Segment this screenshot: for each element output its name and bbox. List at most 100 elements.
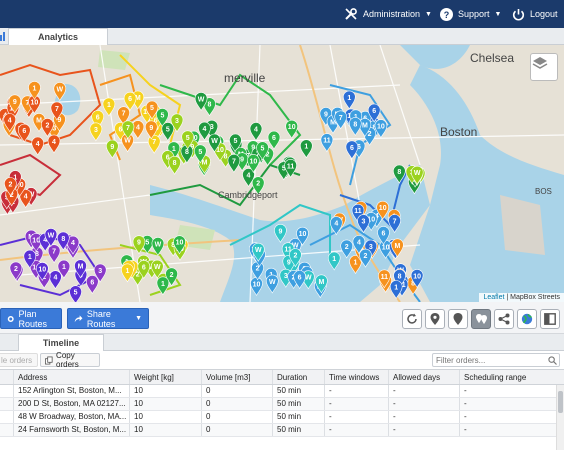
stop-marker[interactable]: W xyxy=(265,274,279,294)
stop-marker[interactable]: 1 xyxy=(342,90,356,110)
stop-marker[interactable]: 6 xyxy=(267,130,281,150)
column-header-duration[interactable]: Duration xyxy=(273,370,325,384)
stop-marker[interactable]: 6 xyxy=(377,226,390,246)
share-network-button[interactable] xyxy=(494,309,514,329)
multi-pin-button[interactable] xyxy=(471,309,491,329)
stop-markers[interactable]: 4W1147M34411M49297410W165W41011115226109… xyxy=(0,81,426,302)
stop-marker[interactable]: 2 xyxy=(4,177,17,197)
stop-marker[interactable]: 7 xyxy=(117,106,130,126)
table-row[interactable]: 200 D St, Boston, MA 02127... 10 0 50 mi… xyxy=(0,398,556,411)
stop-marker[interactable]: 4 xyxy=(249,122,263,142)
stop-marker[interactable]: 8 xyxy=(348,117,362,137)
stop-marker[interactable]: 7 xyxy=(147,134,161,154)
stop-marker[interactable]: 9 xyxy=(274,224,287,243)
plan-routes-button[interactable]: Plan Routes xyxy=(0,308,62,329)
stop-marker[interactable]: 2 xyxy=(9,261,23,281)
stop-marker[interactable]: 4 xyxy=(66,235,80,255)
stop-marker[interactable]: 9 xyxy=(132,235,146,255)
column-header-weight[interactable]: Weight [kg] xyxy=(130,370,202,384)
stop-marker[interactable]: W xyxy=(251,242,265,262)
stop-marker[interactable]: 1 xyxy=(57,259,71,279)
stop-marker[interactable]: W xyxy=(194,92,208,112)
refresh-button[interactable] xyxy=(402,309,422,329)
stop-marker[interactable]: W xyxy=(151,259,164,279)
stop-marker[interactable]: 5 xyxy=(156,108,169,128)
filter-orders-input[interactable] xyxy=(432,353,560,367)
stop-marker[interactable]: 1 xyxy=(327,251,341,271)
table-row[interactable]: 152 Arlington St, Boston, M... 10 0 50 m… xyxy=(0,385,556,398)
stop-marker[interactable]: 10 xyxy=(374,119,388,139)
stop-marker[interactable]: 4 xyxy=(47,134,61,154)
stop-marker[interactable]: 4 xyxy=(19,189,33,209)
stop-marker[interactable]: 1 xyxy=(389,280,403,300)
logout-button[interactable]: Logout xyxy=(512,0,558,28)
stop-marker[interactable]: M xyxy=(74,259,87,279)
stop-marker[interactable]: 9 xyxy=(8,94,22,114)
stop-marker[interactable]: 5 xyxy=(181,130,194,150)
stop-marker[interactable]: 10 xyxy=(247,154,260,174)
stop-marker[interactable]: 2 xyxy=(340,239,354,259)
stop-marker[interactable]: 4 xyxy=(198,121,211,141)
stop-marker[interactable]: 3 xyxy=(89,122,103,142)
stop-marker[interactable]: 10 xyxy=(35,262,49,282)
stop-marker[interactable]: 9 xyxy=(145,120,158,140)
stop-marker[interactable]: 6 xyxy=(91,110,104,130)
stop-marker[interactable]: 10 xyxy=(285,119,299,139)
stop-marker[interactable]: 6 xyxy=(86,275,99,295)
stop-marker[interactable]: 5 xyxy=(194,144,207,164)
stop-marker[interactable]: 8 xyxy=(392,164,406,184)
share-routes-button[interactable]: Share Routes ▼ xyxy=(67,308,149,329)
leaflet-link[interactable]: Leaflet xyxy=(483,294,505,301)
stop-marker[interactable]: 2 xyxy=(289,248,302,268)
stop-marker[interactable]: 1 xyxy=(23,249,37,269)
stop-marker[interactable]: 4 xyxy=(49,270,62,290)
stop-marker[interactable]: 7 xyxy=(388,214,401,234)
table-row[interactable]: 48 W Broadway, Boston, MA... 10 0 50 min… xyxy=(0,411,556,424)
stop-marker[interactable]: 5 xyxy=(145,100,159,120)
stop-marker[interactable]: 5 xyxy=(256,141,269,161)
stop-marker[interactable]: 7 xyxy=(227,154,241,173)
stop-marker[interactable]: 1 xyxy=(121,263,134,283)
stop-marker[interactable]: 1 xyxy=(299,139,313,159)
delete-orders-button[interactable]: le orders xyxy=(0,353,38,367)
stop-marker[interactable]: 3 xyxy=(357,214,370,234)
column-header-scheduling-range[interactable]: Scheduling range xyxy=(464,373,527,382)
stop-marker[interactable]: 4 xyxy=(242,168,255,188)
stop-marker[interactable]: 10 xyxy=(296,226,309,246)
stop-marker[interactable]: 8 xyxy=(56,231,70,251)
globe-button[interactable] xyxy=(517,309,537,329)
stop-marker[interactable]: 7 xyxy=(121,120,135,140)
stop-marker[interactable]: 2 xyxy=(251,176,265,196)
stop-marker[interactable]: 6 xyxy=(367,103,381,123)
tab-analytics[interactable]: Analytics xyxy=(8,28,108,45)
stop-marker[interactable]: 6 xyxy=(345,140,359,160)
stop-marker[interactable]: 6 xyxy=(17,123,31,143)
stop-marker[interactable]: 2 xyxy=(359,248,372,268)
stop-marker[interactable]: 7 xyxy=(47,244,61,264)
stop-marker[interactable]: W xyxy=(53,82,67,102)
show-pin-button[interactable] xyxy=(425,309,445,329)
stop-marker[interactable]: 4 xyxy=(3,113,16,133)
stop-marker[interactable]: 11 xyxy=(320,133,334,153)
stop-marker[interactable]: 1 xyxy=(28,81,41,101)
stop-marker[interactable]: 7 xyxy=(50,101,64,121)
route-map[interactable]: 4W1147M34411M49297410W165W41011115226109… xyxy=(0,45,564,302)
stop-marker[interactable]: 6 xyxy=(293,270,306,290)
stop-marker[interactable]: 10 xyxy=(410,269,424,289)
administration-menu[interactable]: Administration ▼ xyxy=(344,0,432,28)
scrollbar-thumb[interactable] xyxy=(558,391,563,413)
stop-marker[interactable]: W xyxy=(410,165,424,185)
toggle-panel-button[interactable] xyxy=(540,309,560,329)
column-header-volume[interactable]: Volume [m3] xyxy=(202,370,273,384)
stop-marker[interactable]: 1 xyxy=(349,255,362,275)
stop-marker[interactable]: 5 xyxy=(229,133,242,153)
column-header-address[interactable]: Address xyxy=(14,370,130,384)
table-scrollbar[interactable] xyxy=(556,385,564,450)
support-menu[interactable]: ? Support ▼ xyxy=(440,0,501,28)
stop-marker[interactable]: W xyxy=(208,133,221,153)
stop-marker[interactable]: 4 xyxy=(131,120,145,140)
stop-marker[interactable]: 5 xyxy=(69,285,82,302)
stop-marker[interactable]: 4 xyxy=(329,216,343,236)
stop-marker[interactable]: 2 xyxy=(41,118,54,138)
stop-marker[interactable]: M xyxy=(358,118,372,138)
